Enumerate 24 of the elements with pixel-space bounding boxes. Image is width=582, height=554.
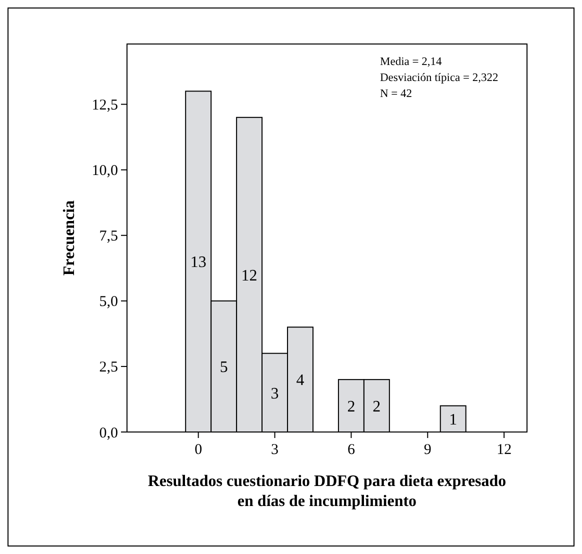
data-label: 5 xyxy=(220,359,228,376)
data-label: 3 xyxy=(270,385,279,402)
x-tick-label: 0 xyxy=(194,442,202,458)
y-tick-label: 10,0 xyxy=(92,163,118,180)
data-label: 4 xyxy=(296,372,304,390)
data-label: 2 xyxy=(372,398,381,416)
x-axis-title: Resultados cuestionario DDFQ para dieta expresado en días de incumplimiento xyxy=(148,473,506,510)
x-tick-label: 9 xyxy=(424,442,432,458)
y-axis-title: Frecuencia xyxy=(61,200,78,276)
data-label: 13 xyxy=(190,254,206,272)
data-label: 1 xyxy=(449,411,458,428)
y-tick-label: 0,0 xyxy=(99,425,118,442)
y-tick-label: 12,5 xyxy=(92,98,118,114)
y-tick-label: 7,5 xyxy=(99,228,118,245)
data-label: 2 xyxy=(347,398,356,416)
x-tick-label: 12 xyxy=(496,442,512,458)
y-tick-label: 2,5 xyxy=(99,360,118,376)
annotation: N = 42 xyxy=(380,88,412,100)
annotation: Media = 2,14 xyxy=(380,56,442,68)
annotation: Desviación típica = 2,322 xyxy=(380,72,499,84)
x-tick-label: 3 xyxy=(271,442,279,458)
y-tick-label: 5,0 xyxy=(99,294,118,310)
x-tick-label: 6 xyxy=(347,442,356,458)
data-label: 12 xyxy=(241,267,258,284)
